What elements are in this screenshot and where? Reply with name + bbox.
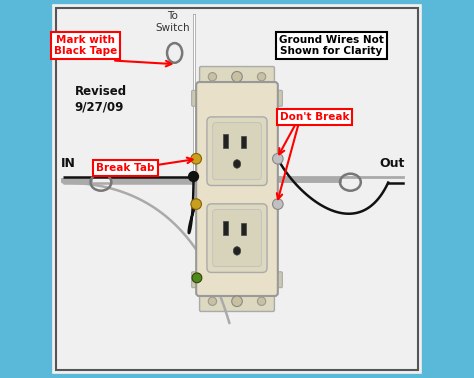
FancyBboxPatch shape	[223, 134, 228, 149]
Text: Out: Out	[380, 157, 405, 170]
FancyBboxPatch shape	[271, 272, 283, 288]
Text: Don't Break: Don't Break	[280, 112, 349, 122]
Text: IN: IN	[61, 157, 76, 170]
FancyBboxPatch shape	[191, 90, 203, 106]
Ellipse shape	[257, 73, 266, 81]
Circle shape	[232, 71, 242, 82]
FancyBboxPatch shape	[207, 204, 267, 273]
FancyBboxPatch shape	[213, 209, 261, 267]
Ellipse shape	[208, 297, 217, 305]
Circle shape	[189, 172, 199, 181]
Text: Ground Wires Not
Shown for Clarity: Ground Wires Not Shown for Clarity	[279, 34, 384, 56]
FancyBboxPatch shape	[48, 0, 426, 378]
Ellipse shape	[257, 297, 266, 305]
Ellipse shape	[208, 73, 217, 81]
Ellipse shape	[233, 160, 241, 168]
Text: To
Switch: To Switch	[155, 11, 190, 33]
FancyBboxPatch shape	[196, 82, 278, 296]
FancyBboxPatch shape	[200, 67, 274, 88]
FancyBboxPatch shape	[200, 290, 274, 311]
Circle shape	[273, 199, 283, 209]
FancyBboxPatch shape	[241, 136, 246, 149]
Circle shape	[191, 199, 201, 209]
Circle shape	[273, 153, 283, 164]
Text: Mark with
Black Tape: Mark with Black Tape	[54, 34, 118, 56]
FancyBboxPatch shape	[207, 117, 267, 186]
FancyBboxPatch shape	[191, 272, 203, 288]
Circle shape	[191, 153, 201, 164]
Text: Break Tab: Break Tab	[96, 163, 155, 173]
Ellipse shape	[233, 246, 241, 255]
Circle shape	[232, 296, 242, 307]
FancyBboxPatch shape	[271, 90, 283, 106]
FancyBboxPatch shape	[223, 221, 228, 235]
FancyBboxPatch shape	[213, 122, 261, 180]
FancyBboxPatch shape	[241, 223, 246, 235]
Text: Revised
9/27/09: Revised 9/27/09	[74, 85, 127, 113]
Circle shape	[192, 273, 202, 283]
